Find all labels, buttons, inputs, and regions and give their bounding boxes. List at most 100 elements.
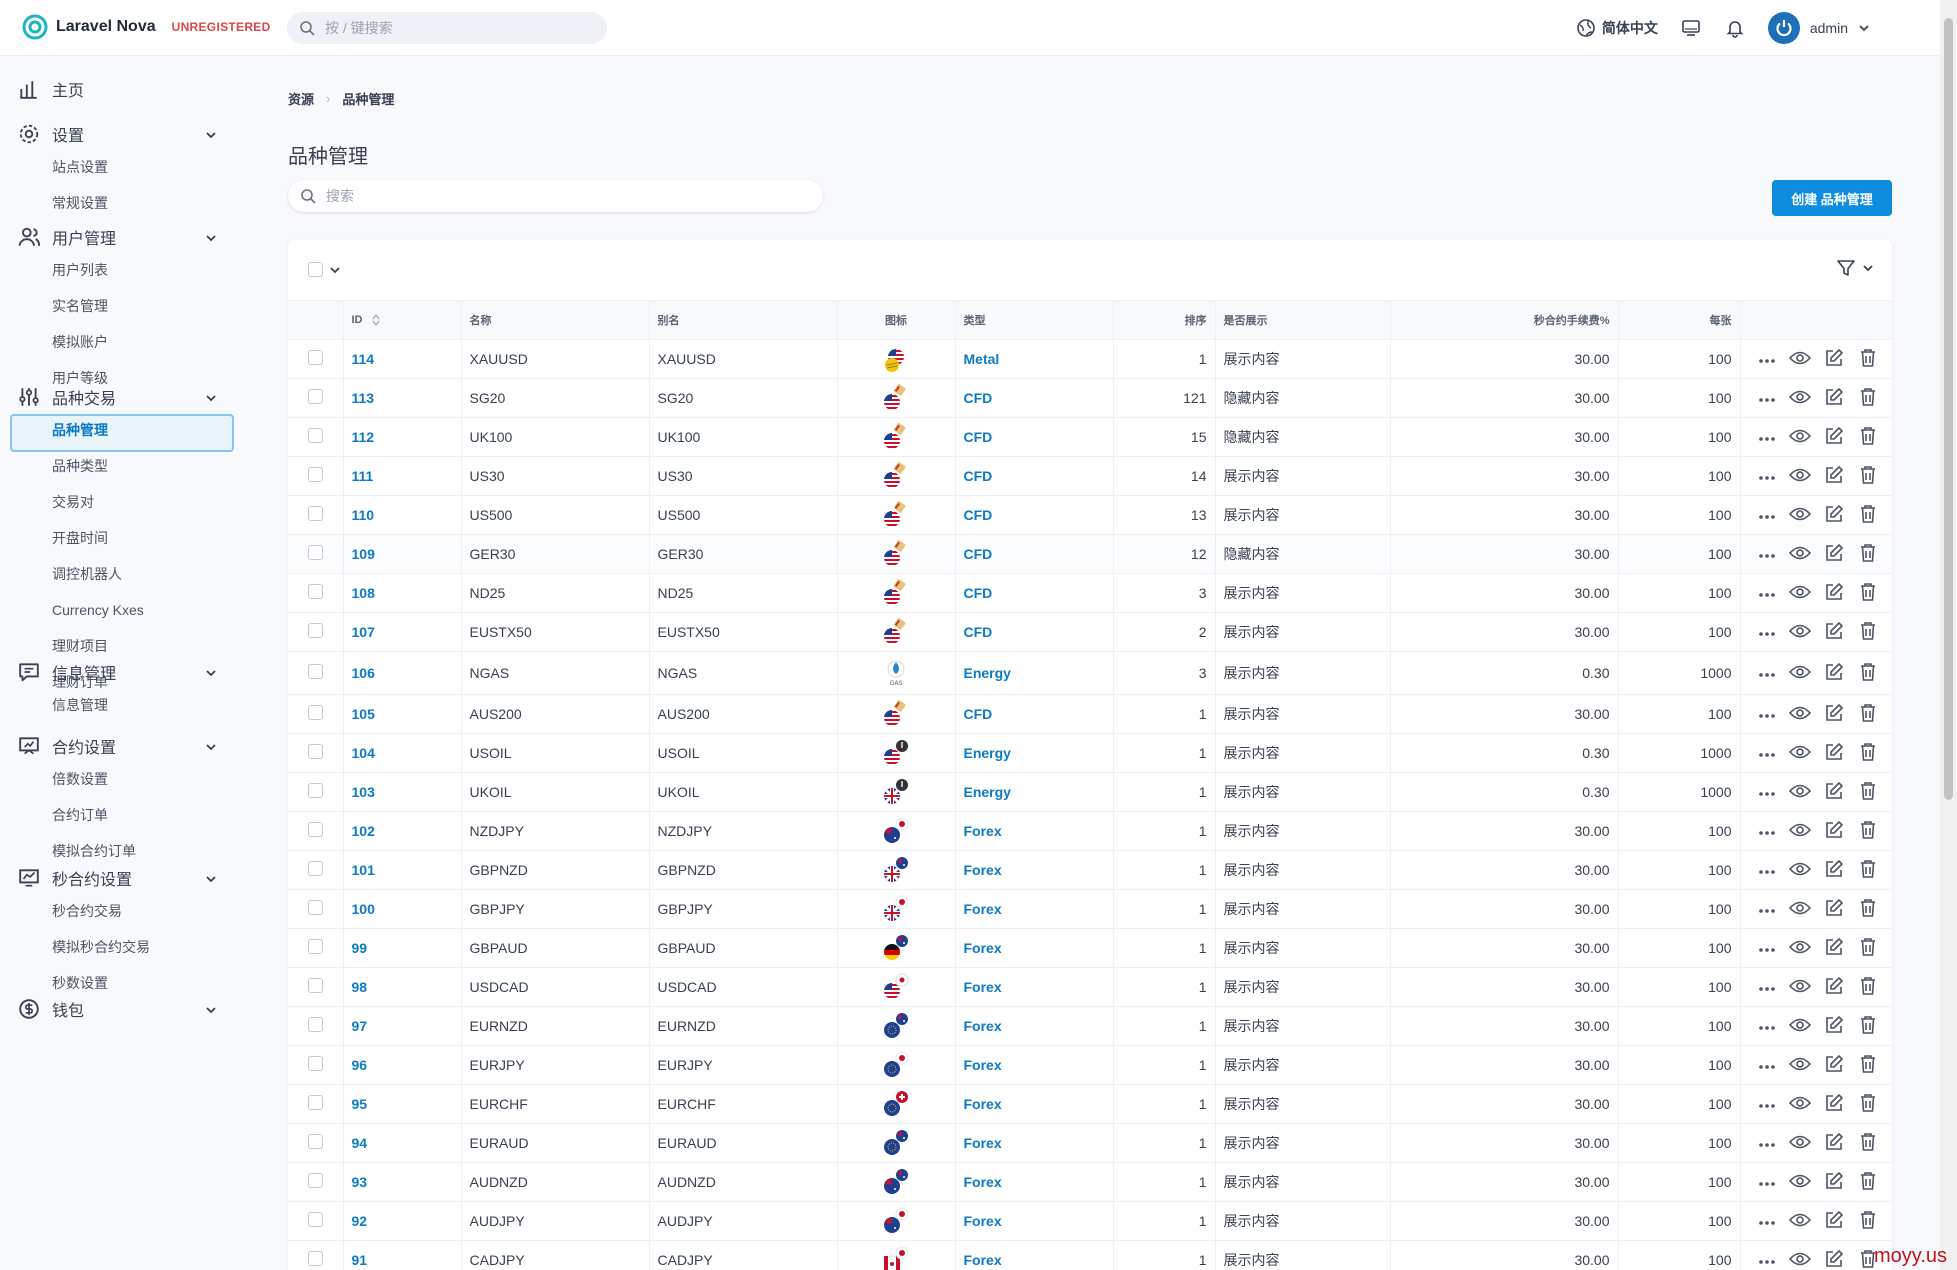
sidebar-item[interactable]: 用户列表 bbox=[52, 262, 108, 278]
row-id-link[interactable]: 107 bbox=[351, 624, 375, 640]
table-row[interactable]: 113 SG20 SG20 CFD 121 隐藏内容 30.00 100 bbox=[288, 378, 1892, 418]
delete-button[interactable] bbox=[1856, 702, 1880, 726]
type-link[interactable]: Forex bbox=[963, 1057, 1002, 1073]
sidebar-item[interactable]: 合约订单 bbox=[52, 807, 108, 823]
delete-button[interactable] bbox=[1856, 503, 1880, 527]
table-row[interactable]: 103 UKOIL UKOIL Energy 1 展示内容 0.30 1000 bbox=[288, 772, 1892, 812]
row-checkbox[interactable] bbox=[307, 350, 323, 365]
delete-button[interactable] bbox=[1856, 741, 1880, 765]
more-actions-button[interactable] bbox=[1755, 503, 1779, 527]
type-link[interactable]: Metal bbox=[963, 351, 1000, 367]
row-checkbox[interactable] bbox=[307, 664, 323, 679]
table-row[interactable]: 112 UK100 UK100 CFD 15 隐藏内容 30.00 100 bbox=[288, 417, 1892, 457]
edit-button[interactable] bbox=[1822, 1092, 1846, 1116]
view-button[interactable] bbox=[1788, 858, 1812, 882]
more-actions-button[interactable] bbox=[1755, 819, 1779, 843]
delete-button[interactable] bbox=[1856, 780, 1880, 804]
row-id-link[interactable]: 100 bbox=[351, 901, 375, 917]
table-row[interactable]: 101 GBPNZD GBPNZD Forex 1 展示内容 30.00 100 bbox=[288, 850, 1892, 890]
table-row[interactable]: 94 EURAUD EURAUD Forex 1 展示内容 30.00 100 bbox=[288, 1123, 1892, 1163]
delete-button[interactable] bbox=[1856, 1170, 1880, 1194]
row-checkbox[interactable] bbox=[307, 389, 323, 404]
row-id-link[interactable]: 96 bbox=[351, 1057, 368, 1073]
type-link[interactable]: CFD bbox=[963, 429, 993, 445]
edit-button[interactable] bbox=[1822, 620, 1846, 644]
page-scrollbar[interactable] bbox=[1940, 0, 1957, 1270]
edit-button[interactable] bbox=[1822, 347, 1846, 371]
row-id-link[interactable]: 110 bbox=[351, 507, 375, 523]
delete-button[interactable] bbox=[1856, 1014, 1880, 1038]
sidebar-item[interactable]: 实名管理 bbox=[52, 298, 108, 314]
more-actions-button[interactable] bbox=[1755, 897, 1779, 921]
type-link[interactable]: Forex bbox=[963, 823, 1002, 839]
scrollbar-thumb[interactable] bbox=[1944, 18, 1953, 800]
edit-button[interactable] bbox=[1822, 425, 1846, 449]
row-checkbox[interactable] bbox=[307, 1251, 323, 1266]
row-checkbox[interactable] bbox=[307, 467, 323, 482]
sidebar-section-header[interactable]: 用户管理 bbox=[0, 222, 240, 252]
type-link[interactable]: Forex bbox=[963, 1135, 1002, 1151]
table-row[interactable]: 104 USOIL USOIL Energy 1 展示内容 0.30 1000 bbox=[288, 733, 1892, 773]
delete-button[interactable] bbox=[1856, 464, 1880, 488]
more-actions-button[interactable] bbox=[1755, 620, 1779, 644]
row-id-link[interactable]: 111 bbox=[351, 468, 374, 484]
type-link[interactable]: CFD bbox=[963, 390, 993, 406]
table-row[interactable]: 99 GBPAUD GBPAUD Forex 1 展示内容 30.00 100 bbox=[288, 928, 1892, 968]
row-checkbox[interactable] bbox=[307, 900, 323, 915]
type-link[interactable]: Energy bbox=[963, 745, 1011, 761]
type-link[interactable]: CFD bbox=[963, 585, 993, 601]
delete-button[interactable] bbox=[1856, 1248, 1880, 1270]
delete-button[interactable] bbox=[1856, 542, 1880, 566]
edit-button[interactable] bbox=[1822, 975, 1846, 999]
sidebar-item[interactable]: 常规设置 bbox=[52, 195, 108, 211]
row-id-link[interactable]: 112 bbox=[351, 429, 375, 445]
more-actions-button[interactable] bbox=[1755, 741, 1779, 765]
more-actions-button[interactable] bbox=[1755, 542, 1779, 566]
view-button[interactable] bbox=[1788, 1131, 1812, 1155]
delete-button[interactable] bbox=[1856, 975, 1880, 999]
table-row[interactable]: 98 USDCAD USDCAD Forex 1 展示内容 30.00 100 bbox=[288, 967, 1892, 1007]
row-checkbox[interactable] bbox=[307, 1095, 323, 1110]
delete-button[interactable] bbox=[1856, 1053, 1880, 1077]
view-button[interactable] bbox=[1788, 897, 1812, 921]
breadcrumb-root[interactable]: 资源 bbox=[288, 92, 315, 107]
sidebar-item[interactable]: 秒合约交易 bbox=[52, 903, 122, 919]
type-link[interactable]: Forex bbox=[963, 1174, 1002, 1190]
column-header-id[interactable]: ID bbox=[342, 300, 461, 340]
edit-button[interactable] bbox=[1822, 1170, 1846, 1194]
edit-button[interactable] bbox=[1822, 661, 1846, 685]
sidebar-item[interactable]: 理财订单 bbox=[52, 674, 108, 690]
view-button[interactable] bbox=[1788, 542, 1812, 566]
row-checkbox[interactable] bbox=[307, 978, 323, 993]
table-row[interactable]: 105 AUS200 AUS200 CFD 1 展示内容 30.00 100 bbox=[288, 694, 1892, 734]
sidebar-item[interactable]: 站点设置 bbox=[52, 159, 108, 175]
sidebar-item[interactable]: 模拟账户 bbox=[52, 334, 108, 350]
view-button[interactable] bbox=[1788, 503, 1812, 527]
resource-search[interactable] bbox=[288, 180, 823, 212]
more-actions-button[interactable] bbox=[1755, 975, 1779, 999]
edit-button[interactable] bbox=[1822, 581, 1846, 605]
more-actions-button[interactable] bbox=[1755, 661, 1779, 685]
type-link[interactable]: CFD bbox=[963, 706, 993, 722]
edit-button[interactable] bbox=[1822, 1209, 1846, 1233]
row-id-link[interactable]: 106 bbox=[351, 665, 375, 681]
sidebar-item[interactable]: 倍数设置 bbox=[52, 771, 108, 787]
row-id-link[interactable]: 109 bbox=[351, 546, 375, 562]
edit-button[interactable] bbox=[1822, 702, 1846, 726]
row-checkbox[interactable] bbox=[307, 783, 323, 798]
more-actions-button[interactable] bbox=[1755, 464, 1779, 488]
chevron-down-icon[interactable] bbox=[205, 872, 217, 890]
row-id-link[interactable]: 93 bbox=[351, 1174, 368, 1190]
more-actions-button[interactable] bbox=[1755, 1092, 1779, 1116]
sidebar-item[interactable]: 品种管理 bbox=[0, 412, 240, 452]
sidebar-section-header[interactable]: 合约设置 bbox=[0, 731, 240, 761]
row-checkbox[interactable] bbox=[307, 506, 323, 521]
sidebar-item[interactable]: 交易对 bbox=[52, 494, 94, 510]
view-button[interactable] bbox=[1788, 819, 1812, 843]
edit-button[interactable] bbox=[1822, 936, 1846, 960]
type-link[interactable]: Forex bbox=[963, 862, 1002, 878]
type-link[interactable]: CFD bbox=[963, 507, 993, 523]
language-switcher[interactable]: 简体中文 bbox=[1576, 18, 1658, 38]
sidebar-section-header[interactable]: 信息管理 bbox=[0, 657, 240, 687]
view-button[interactable] bbox=[1788, 1209, 1812, 1233]
